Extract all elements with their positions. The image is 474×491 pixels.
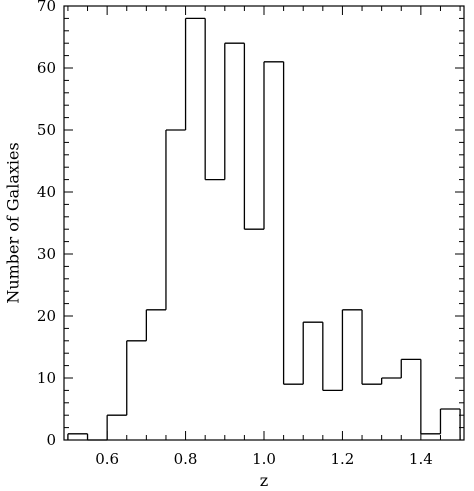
x-tick-label: 1.2 — [331, 450, 355, 468]
y-tick-label: 50 — [37, 121, 56, 139]
x-tick-label: 0.8 — [174, 450, 198, 468]
y-tick-label: 10 — [37, 369, 56, 387]
x-axis-title: z — [260, 471, 268, 490]
y-tick-label: 20 — [37, 307, 56, 325]
x-tick-label: 0.6 — [95, 450, 119, 468]
y-tick-label: 70 — [37, 0, 56, 15]
x-tick-label: 1.0 — [252, 450, 276, 468]
y-tick-label: 40 — [37, 183, 56, 201]
x-tick-label: 1.4 — [409, 450, 433, 468]
plot-area: 0.6 0.8 1.0 1.2 1.4 0 10 20 30 40 50 60 70 — [37, 0, 465, 468]
y-tick-label: 0 — [46, 431, 56, 449]
y-tick-label: 60 — [37, 59, 56, 77]
y-axis-title: Number of Galaxies — [4, 142, 23, 303]
y-tick-label: 30 — [37, 245, 56, 263]
